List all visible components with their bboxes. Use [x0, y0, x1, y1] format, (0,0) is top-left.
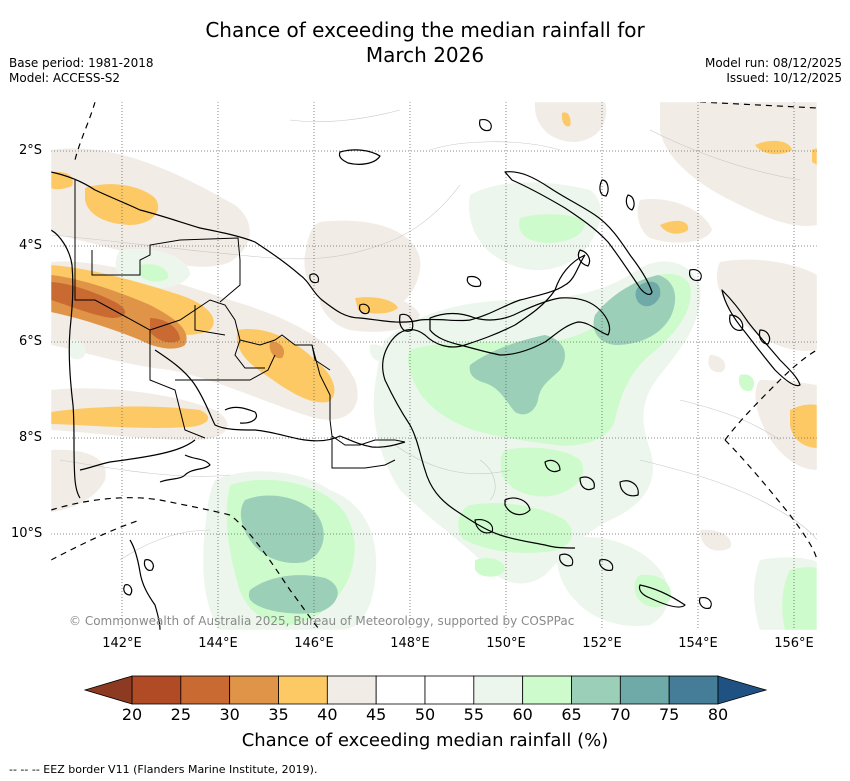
lon-label-154e: 154°E: [678, 636, 718, 651]
colorbar-tick-label: 60: [512, 705, 533, 724]
map-title: Chance of exceeding the median rainfall …: [0, 18, 850, 68]
colorbar-tick-label: 25: [170, 705, 192, 724]
colorbar-segment: [424, 675, 475, 705]
lat-label-4s: 4°S: [19, 238, 43, 253]
lon-label-152e: 152°E: [582, 636, 622, 651]
colorbar-tick-label: 35: [268, 705, 289, 724]
colorbar-tick-label: 70: [610, 705, 631, 724]
colorbar-tick-label: 65: [561, 705, 582, 724]
colorbar-segment: [326, 675, 377, 705]
colorbar-segment: [473, 675, 524, 705]
colorbar-label: Chance of exceeding median rainfall (%): [241, 730, 609, 751]
meta-right: Model run: 08/12/2025 Issued: 10/12/2025: [705, 56, 842, 86]
map-title-line1: Chance of exceeding the median rainfall …: [205, 18, 645, 42]
colorbar-under-arrow: [83, 675, 133, 705]
base-period: Base period: 1981-2018: [9, 56, 154, 70]
colorbar-tick-label: 45: [365, 705, 387, 724]
colorbar-segment: [668, 675, 719, 705]
lon-label-150e: 150°E: [486, 636, 526, 651]
colorbar-tick-label: 50: [414, 705, 436, 724]
lat-label-6s: 6°S: [19, 334, 43, 349]
colorbar-tick-label: 40: [317, 705, 338, 724]
colorbar-segment: [278, 675, 328, 705]
colorbar-tick-label: 55: [463, 705, 485, 724]
map-frame: [50, 101, 818, 631]
lon-label-144e: 144°E: [198, 636, 238, 651]
colorbar-segment: [375, 675, 426, 705]
colorbar-tick-label: 75: [658, 705, 680, 724]
model-run: Model run: 08/12/2025: [704, 56, 842, 70]
colorbar-segment: [229, 675, 279, 705]
contour-lines: [51, 109, 817, 561]
colorbar-tick-label: 20: [121, 705, 143, 724]
lat-label-8s: 8°S: [19, 430, 43, 445]
colorbar-segment: [522, 675, 572, 705]
colorbar-segment: [619, 675, 670, 705]
graticule: [51, 102, 817, 630]
colorbar-segment: [571, 675, 621, 705]
model-name: Model: ACCESS-S2: [9, 71, 121, 85]
map-title-line2: March 2026: [365, 43, 485, 67]
map-canvas: [50, 101, 818, 631]
colorbar-segment: [180, 675, 231, 705]
colorbar-segment: [131, 675, 182, 705]
coastlines: [51, 119, 801, 630]
lat-label-10s: 10°S: [11, 526, 43, 541]
lon-label-148e: 148°E: [390, 636, 430, 651]
lat-label-2s: 2°S: [19, 143, 43, 158]
copyright-notice: © Commonwealth of Australia 2025, Bureau…: [69, 614, 575, 628]
lon-label-146e: 146°E: [294, 636, 334, 651]
province-boundaries: [74, 180, 406, 469]
colorbar-over-arrow: [717, 675, 768, 705]
lon-label-142e: 142°E: [102, 636, 142, 651]
meta-left: Base period: 1981-2018 Model: ACCESS-S2: [9, 56, 154, 86]
lon-label-156e: 156°E: [774, 636, 814, 651]
colorbar-tick-label: 80: [707, 705, 729, 724]
issued-date: Issued: 10/12/2025: [726, 71, 842, 85]
eez-footnote: -- -- -- EEZ border V11 (Flanders Marine…: [9, 763, 318, 776]
eez-borders: [51, 102, 817, 630]
colorbar-tick-label: 30: [219, 705, 240, 724]
